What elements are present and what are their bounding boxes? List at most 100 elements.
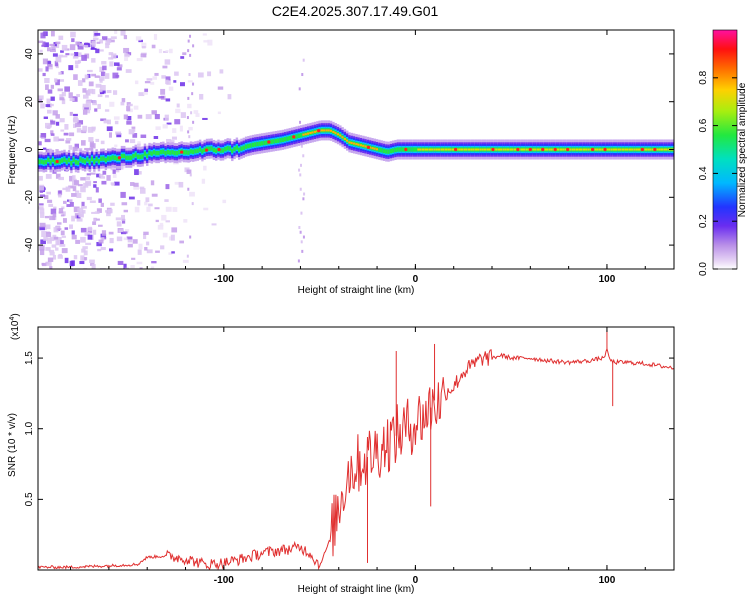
ridge-segment xyxy=(219,148,223,153)
ridge-segment xyxy=(132,154,135,159)
ridge-segment xyxy=(382,148,386,154)
ridge-segment xyxy=(178,149,181,155)
noise-speck xyxy=(60,230,65,236)
ridge-peak xyxy=(317,129,321,133)
noise-speck xyxy=(96,208,102,213)
noise-speck xyxy=(55,240,60,246)
noise-speck xyxy=(115,74,120,78)
noise-speck xyxy=(84,232,90,236)
noise-speck xyxy=(146,249,153,254)
noise-speck xyxy=(114,30,118,34)
ridge-core xyxy=(619,148,622,151)
y-tick-label: -20 xyxy=(24,190,35,205)
noise-speck xyxy=(180,82,185,87)
noise-speck xyxy=(87,126,94,133)
x-tick-label: 0 xyxy=(413,575,419,586)
noise-speck xyxy=(227,94,232,100)
noise-speck xyxy=(90,143,96,149)
ridge-segment xyxy=(192,149,195,155)
ridge-core xyxy=(440,148,443,151)
noise-speck xyxy=(179,240,184,244)
noise-streak xyxy=(187,39,190,43)
noise-speck xyxy=(54,78,58,83)
ridge-segment xyxy=(251,142,255,148)
noise-speck xyxy=(81,257,86,261)
ridge-segment xyxy=(226,146,229,151)
noise-speck xyxy=(60,71,64,75)
ridge-core xyxy=(585,148,588,151)
noise-speck xyxy=(165,79,169,85)
ridge-segment xyxy=(152,150,156,155)
noise-speck xyxy=(62,211,66,217)
noise-speck xyxy=(217,111,221,115)
noise-speck xyxy=(86,173,91,176)
noise-speck xyxy=(62,55,68,58)
noise-speck xyxy=(42,72,46,77)
noise-speck xyxy=(151,261,157,264)
noise-speck xyxy=(84,257,88,261)
noise-speck xyxy=(157,224,164,230)
noise-speck xyxy=(39,226,45,231)
ridge-segment xyxy=(141,154,144,159)
noise-speck xyxy=(50,130,54,135)
noise-speck xyxy=(45,247,51,251)
noise-speck xyxy=(136,261,143,265)
ridge-core xyxy=(610,148,613,151)
noise-speck xyxy=(64,257,69,264)
noise-speck xyxy=(84,147,90,151)
noise-speck xyxy=(110,202,115,206)
noise-speck xyxy=(160,88,166,95)
noise-speck xyxy=(148,203,153,207)
ridge-core xyxy=(304,133,308,136)
noise-speck xyxy=(99,176,106,179)
noise-speck xyxy=(97,49,104,52)
ridge-core xyxy=(497,148,501,151)
noise-speck xyxy=(43,116,48,119)
noise-speck xyxy=(93,181,97,184)
noise-speck xyxy=(143,231,149,235)
x-tick-label: -100 xyxy=(214,575,234,586)
noise-speck xyxy=(57,190,62,196)
noise-speck xyxy=(99,78,103,83)
noise-speck xyxy=(146,241,150,246)
noise-speck xyxy=(96,41,101,44)
noise-speck xyxy=(101,180,107,185)
noise-speck xyxy=(162,124,168,129)
noise-speck xyxy=(68,145,73,150)
ridge-segment xyxy=(70,160,73,166)
noise-speck xyxy=(61,44,68,51)
noise-speck xyxy=(101,230,107,236)
ridge-core xyxy=(329,129,333,132)
noise-speck xyxy=(87,234,93,240)
noise-speck xyxy=(65,53,70,56)
ridge-segment xyxy=(401,147,404,152)
noise-speck xyxy=(107,208,113,214)
noise-speck xyxy=(71,215,75,222)
ridge-core xyxy=(472,148,475,151)
ridge-core xyxy=(605,148,609,151)
ridge-segment xyxy=(42,160,45,165)
noise-speck xyxy=(82,125,88,132)
noise-speck xyxy=(50,96,55,101)
ridge-core xyxy=(495,148,498,151)
y-tick-label: 1.5 xyxy=(24,351,35,365)
noise-speck xyxy=(48,203,54,207)
ridge-core xyxy=(339,134,342,137)
ridge-core xyxy=(479,148,482,151)
ridge-core xyxy=(539,148,542,151)
noise-speck xyxy=(109,101,115,107)
ridge-segment xyxy=(247,143,250,149)
noise-streak xyxy=(299,230,302,234)
noise-speck xyxy=(117,260,124,265)
ridge-segment xyxy=(38,159,41,164)
noise-speck xyxy=(69,97,75,102)
noise-speck xyxy=(122,231,128,234)
noise-speck xyxy=(69,44,76,51)
ridge-core xyxy=(456,148,459,151)
noise-speck xyxy=(93,184,97,188)
ridge-segment xyxy=(396,147,400,152)
ridge-core xyxy=(546,148,549,151)
noise-speck xyxy=(118,229,124,233)
ridge-segment xyxy=(67,157,71,163)
noise-speck xyxy=(48,148,53,153)
